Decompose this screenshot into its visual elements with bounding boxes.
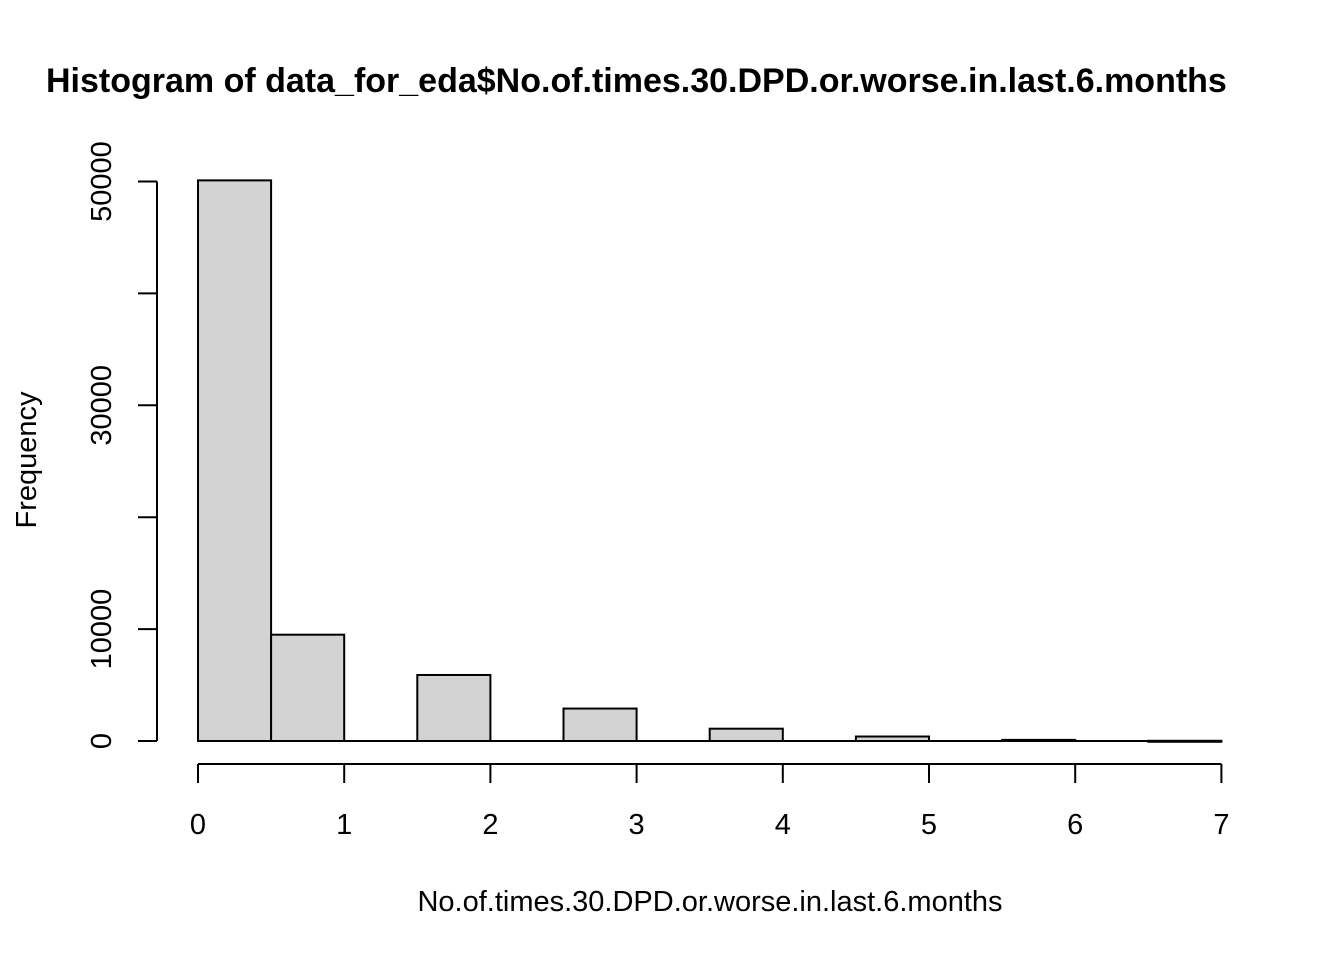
y-tick-label-30000: 30000 [86, 365, 118, 446]
y-ticks-group: 0 10000 30000 50000 [86, 141, 157, 749]
x-tick-label-0: 0 [190, 809, 206, 841]
histogram-bar-1 [270, 633, 346, 743]
x-ticks-group: 0 1 2 3 4 5 6 7 [190, 764, 1229, 841]
x-tick-label-1: 1 [336, 809, 352, 841]
x-tick-label-4: 4 [775, 809, 791, 841]
x-tick-label-2: 2 [482, 809, 498, 841]
histogram-bar-5 [562, 707, 638, 743]
y-axis-label: Frequency [11, 391, 43, 529]
chart-title: Histogram of data_for_eda$No.of.times.30… [46, 62, 1227, 100]
x-axis-label: No.of.times.30.DPD.or.worse.in.last.6.mo… [417, 886, 1002, 918]
y-tick-label-50000: 50000 [86, 141, 118, 222]
bars-group [197, 179, 1223, 743]
x-tick-label-3: 3 [629, 809, 645, 841]
x-tick-label-7: 7 [1213, 809, 1229, 841]
histogram-bar-0 [197, 179, 273, 743]
histogram-bar-3 [416, 673, 492, 742]
y-tick-label-10000: 10000 [86, 589, 118, 670]
x-tick-label-5: 5 [921, 809, 937, 841]
histogram-bar-7 [708, 727, 784, 742]
y-tick-label-0: 0 [86, 733, 118, 749]
x-tick-label-6: 6 [1067, 809, 1083, 841]
